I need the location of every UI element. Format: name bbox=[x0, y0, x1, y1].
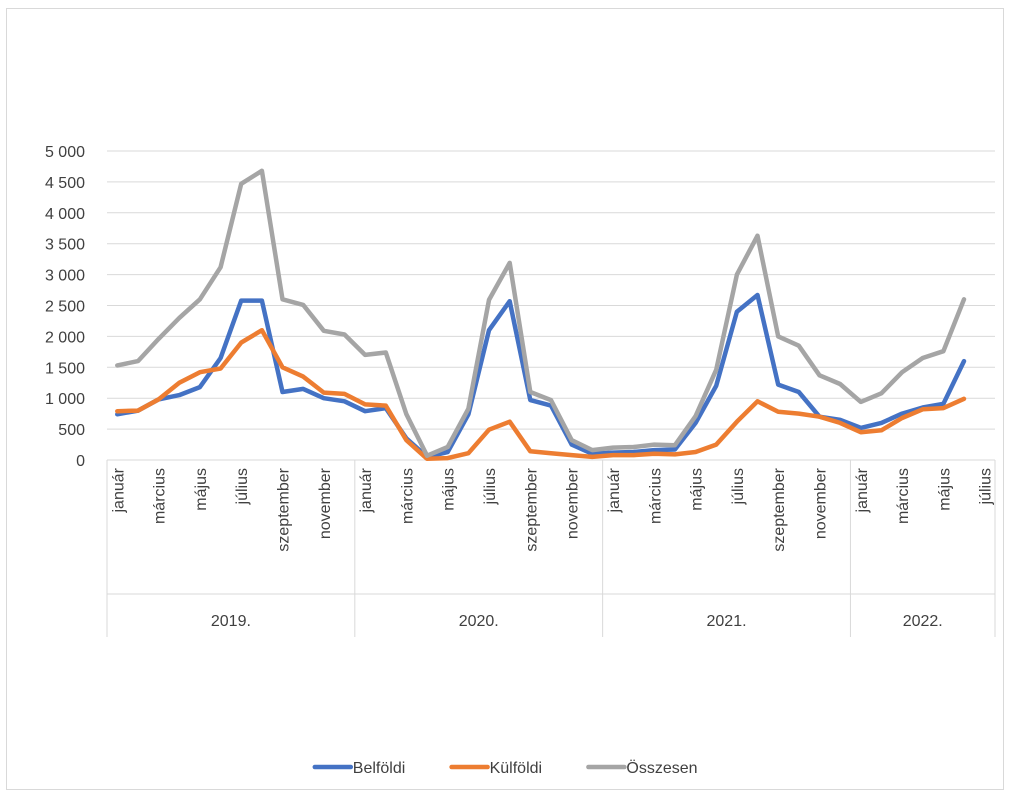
series-line-külföldi bbox=[115, 327, 967, 462]
x-tick-label: január bbox=[606, 467, 623, 513]
x-tick-label: november bbox=[812, 467, 829, 539]
x-tick-label: március bbox=[647, 468, 664, 524]
x-tick-label: január bbox=[854, 467, 871, 513]
x-tick-label: szeptember bbox=[771, 467, 788, 551]
x-tick-label: május bbox=[689, 468, 706, 511]
x-tick-label: szeptember bbox=[276, 467, 293, 551]
x-tick-label: november bbox=[317, 467, 334, 539]
y-tick-label: 2 500 bbox=[45, 299, 85, 316]
year-label: 2019. bbox=[211, 613, 251, 630]
x-tick-label: július bbox=[730, 468, 747, 505]
x-tick-label: július bbox=[978, 468, 995, 505]
legend: Belföldi Külföldi Összesen bbox=[312, 759, 698, 777]
year-label: 2022. bbox=[903, 613, 943, 630]
series-line-belföldi bbox=[115, 292, 967, 460]
x-tick-label: május bbox=[193, 468, 210, 511]
year-label: 2021. bbox=[707, 613, 747, 630]
y-tick-label: 500 bbox=[58, 422, 85, 439]
legend-label: Összesen bbox=[626, 759, 697, 777]
y-tick-label: 3 000 bbox=[45, 268, 85, 285]
year-label: 2020. bbox=[459, 613, 499, 630]
chart-frame: 0 500 1 000 1 500 2 000 2 500 3 000 3 500 4 000 4… bbox=[6, 8, 1004, 790]
x-tick-label: március bbox=[895, 468, 912, 524]
x-tick-label: január bbox=[358, 467, 375, 513]
series-lines bbox=[115, 168, 967, 462]
x-tick-label: március bbox=[399, 468, 416, 524]
y-tick-label: 5 000 bbox=[45, 144, 85, 161]
x-tick-label: július bbox=[234, 468, 251, 505]
line-chart: 0 500 1 000 1 500 2 000 2 500 3 000 3 500 4 000 4… bbox=[45, 144, 996, 777]
y-tick-label: 1 000 bbox=[45, 391, 85, 408]
x-tick-label: január bbox=[110, 467, 127, 513]
x-tick-label: szeptember bbox=[523, 467, 540, 551]
y-tick-label: 2 000 bbox=[45, 329, 85, 346]
x-tick-label: július bbox=[482, 468, 499, 505]
legend-label: Belföldi bbox=[353, 760, 405, 777]
x-tick-label: november bbox=[565, 467, 582, 539]
gridlines bbox=[107, 150, 995, 461]
y-tick-label: 4 500 bbox=[45, 175, 85, 192]
y-tick-label: 4 000 bbox=[45, 206, 85, 223]
x-tick-label: május bbox=[441, 468, 458, 511]
series-line-összesen bbox=[115, 168, 967, 458]
x-tick-label: május bbox=[936, 468, 953, 511]
y-axis: 0 500 1 000 1 500 2 000 2 500 3 000 3 500 4 000 4… bbox=[45, 144, 85, 470]
x-tick-label: március bbox=[152, 468, 169, 524]
y-tick-label: 1 500 bbox=[45, 360, 85, 377]
x-axis: 2019. 2020. 2021. 2022. január március május jú… bbox=[106, 459, 996, 637]
y-tick-label: 3 500 bbox=[45, 237, 85, 254]
y-tick-label: 0 bbox=[76, 453, 85, 470]
legend-label: Külföldi bbox=[490, 760, 542, 777]
